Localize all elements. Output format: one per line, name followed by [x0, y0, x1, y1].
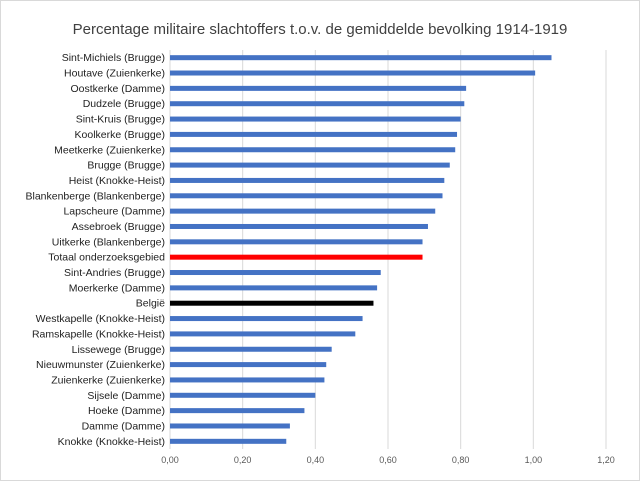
category-label: Lapscheure (Damme) — [63, 206, 165, 218]
category-labels: Sint-Michiels (Brugge) Houtave (Zuienkerk… — [25, 52, 165, 448]
bars — [170, 55, 552, 444]
category-label: Totaal onderzoeksgebied — [48, 252, 165, 264]
x-tick-label: 1,00 — [525, 455, 543, 465]
category-label: Sijsele (Damme) — [87, 390, 165, 402]
bar — [170, 223, 428, 229]
category-label: Lissewege (Brugge) — [72, 344, 165, 356]
bar — [170, 101, 465, 107]
x-tick-label: 1,20 — [597, 455, 615, 465]
category-label: Westkapelle (Knokke-Heist) — [36, 313, 165, 325]
category-label: Sint-Michiels (Brugge) — [62, 52, 165, 64]
bar — [170, 162, 450, 168]
bar — [170, 193, 443, 199]
bar — [170, 423, 290, 429]
category-label: Ramskapelle (Knokke-Heist) — [32, 328, 165, 340]
bar — [170, 208, 436, 214]
gridlines — [169, 50, 607, 449]
x-tick-label: 0,00 — [161, 455, 179, 465]
bar — [170, 377, 325, 383]
category-label: Houtave (Zuienkerke) — [64, 68, 165, 80]
chart-title: Percentage militaire slachtoffers t.o.v.… — [73, 21, 568, 38]
category-label: Knokke (Knokke-Heist) — [58, 436, 165, 448]
category-label: Meetkerke (Zuienkerke) — [54, 144, 165, 156]
category-label: Nieuwmunster (Zuienkerke) — [36, 359, 165, 371]
category-label: Koolkerke (Brugge) — [75, 129, 165, 141]
bar — [170, 270, 381, 276]
category-label: Assebroek (Brugge) — [72, 221, 165, 233]
bar — [170, 239, 423, 245]
category-label: België — [136, 298, 165, 310]
bar — [170, 147, 456, 153]
category-label: Heist (Knokke-Heist) — [69, 175, 165, 187]
bar — [170, 346, 332, 352]
bar — [170, 408, 305, 414]
bar — [170, 70, 536, 76]
bar — [170, 285, 378, 291]
bar — [170, 85, 467, 91]
x-tick-label: 0,80 — [452, 455, 470, 465]
bar — [170, 55, 552, 61]
bar — [170, 362, 327, 368]
category-label: Uitkerke (Blankenberge) — [52, 236, 165, 248]
bar — [170, 131, 458, 137]
x-tick-label: 0,60 — [379, 455, 397, 465]
category-label: Brugge (Brugge) — [87, 160, 165, 172]
bar — [170, 254, 423, 260]
category-label: Damme (Damme) — [82, 420, 165, 432]
bar — [170, 316, 363, 322]
bar — [170, 438, 287, 444]
bar — [170, 177, 445, 183]
category-label: Moerkerke (Damme) — [69, 282, 165, 294]
bar — [170, 300, 374, 306]
bar — [170, 331, 356, 337]
category-label: Blankenberge (Blankenberge) — [25, 190, 165, 202]
x-tick-label: 0,40 — [307, 455, 325, 465]
category-label: Sint-Kruis (Brugge) — [76, 114, 165, 126]
x-tick-labels: 0,00 0,20 0,40 0,60 0,80 1,00 1,20 — [161, 455, 615, 465]
category-label: Oostkerke (Damme) — [70, 83, 165, 95]
bar — [170, 116, 461, 122]
category-label: Sint-Andries (Brugge) — [64, 267, 165, 279]
category-label: Zuienkerke (Zuienkerke) — [51, 374, 165, 386]
bar — [170, 392, 316, 398]
category-label: Hoeke (Damme) — [88, 405, 165, 417]
category-label: Dudzele (Brugge) — [83, 98, 165, 110]
x-tick-label: 0,20 — [234, 455, 252, 465]
